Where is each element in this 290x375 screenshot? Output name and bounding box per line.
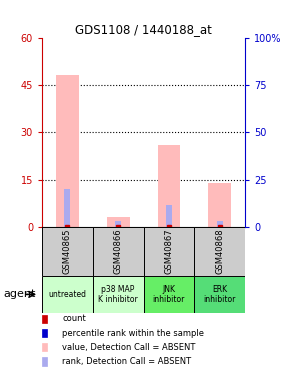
- Bar: [64, 189, 70, 227]
- Bar: [144, 227, 194, 276]
- Text: GSM40865: GSM40865: [63, 228, 72, 274]
- Text: untreated: untreated: [48, 290, 86, 299]
- Text: GSM40867: GSM40867: [164, 228, 173, 274]
- Bar: [93, 276, 144, 313]
- Title: GDS1108 / 1440188_at: GDS1108 / 1440188_at: [75, 23, 212, 36]
- Text: GSM40866: GSM40866: [114, 228, 123, 274]
- Bar: [157, 145, 180, 227]
- Bar: [107, 217, 130, 227]
- Bar: [93, 227, 144, 276]
- Text: percentile rank within the sample: percentile rank within the sample: [62, 328, 204, 338]
- Text: ERK
inhibitor: ERK inhibitor: [204, 285, 236, 304]
- Bar: [217, 220, 223, 227]
- Bar: [208, 183, 231, 227]
- Bar: [144, 276, 194, 313]
- Bar: [56, 75, 79, 227]
- Text: GSM40868: GSM40868: [215, 228, 224, 274]
- Text: count: count: [62, 314, 86, 323]
- Text: JNK
inhibitor: JNK inhibitor: [153, 285, 185, 304]
- Text: value, Detection Call = ABSENT: value, Detection Call = ABSENT: [62, 343, 196, 352]
- Bar: [194, 227, 245, 276]
- Bar: [42, 227, 93, 276]
- Text: rank, Detection Call = ABSENT: rank, Detection Call = ABSENT: [62, 357, 191, 366]
- Text: agent: agent: [3, 290, 35, 299]
- Bar: [194, 276, 245, 313]
- Bar: [166, 205, 172, 227]
- Bar: [42, 276, 93, 313]
- Text: p38 MAP
K inhibitor: p38 MAP K inhibitor: [98, 285, 138, 304]
- Bar: [115, 220, 121, 227]
